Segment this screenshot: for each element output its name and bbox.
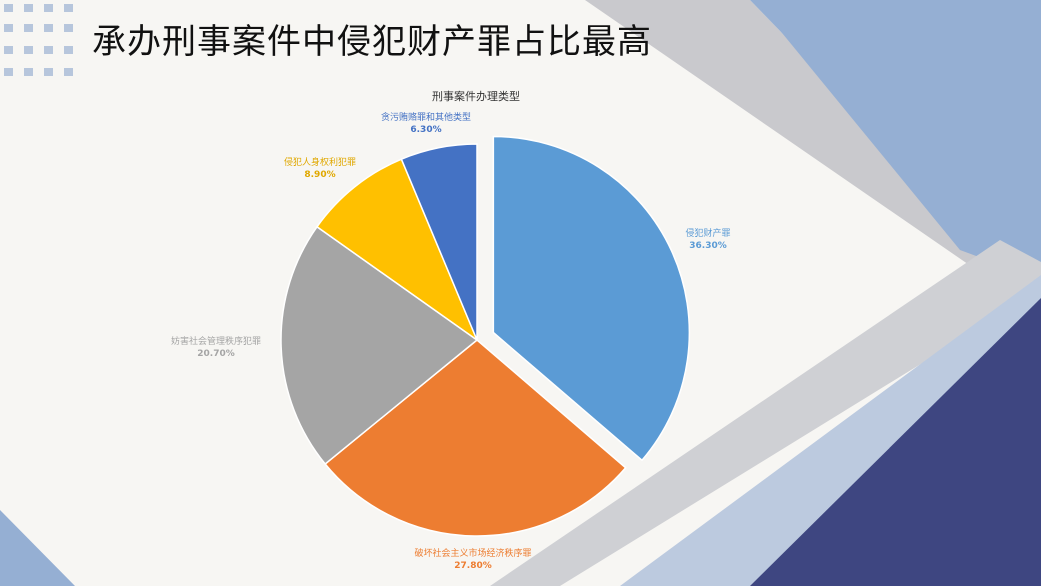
- slice-value-1: 36.30%: [689, 241, 727, 251]
- slice-label-3: 妨害社会管理秩序犯罪: [171, 335, 261, 347]
- slice-label-4: 侵犯人身权利犯罪: [284, 156, 356, 168]
- slice-value-3: 20.70%: [197, 349, 235, 359]
- slice-label-1: 侵犯财产罪: [685, 227, 730, 239]
- bg-dark-navy-shape: [750, 298, 1041, 586]
- bg-light-blue-shape-top: [755, 0, 1041, 280]
- dot-grid-decoration: [4, 4, 73, 76]
- slice-value-5: 6.30%: [410, 125, 441, 135]
- pie-slice-5: [400, 143, 478, 341]
- pie-slices: [280, 135, 691, 537]
- slide-title: 承办刑事案件中侵犯财产罪占比最高: [92, 22, 652, 62]
- bg-bottom-left-shape: [0, 510, 75, 586]
- slice-label-2: 破坏社会主义市场经济秩序罪: [414, 547, 531, 559]
- pie-slice-1: [492, 135, 691, 462]
- bg-grey-lower-band: [490, 240, 1041, 586]
- slice-value-2: 27.80%: [454, 561, 492, 571]
- pie-slice-4: [315, 158, 479, 343]
- pie-labels: 侵犯财产罪 36.30% 破坏社会主义市场经济秩序罪 27.80% 妨害社会管理秩序犯罪…: [171, 111, 731, 571]
- slice-value-4: 8.90%: [304, 170, 335, 180]
- chart-title: 刑事案件办理类型: [432, 89, 520, 103]
- pie-slice-3: [280, 225, 479, 466]
- slice-label-5: 贪污贿赂罪和其他类型: [381, 111, 471, 123]
- pie-slice-2: [324, 339, 627, 537]
